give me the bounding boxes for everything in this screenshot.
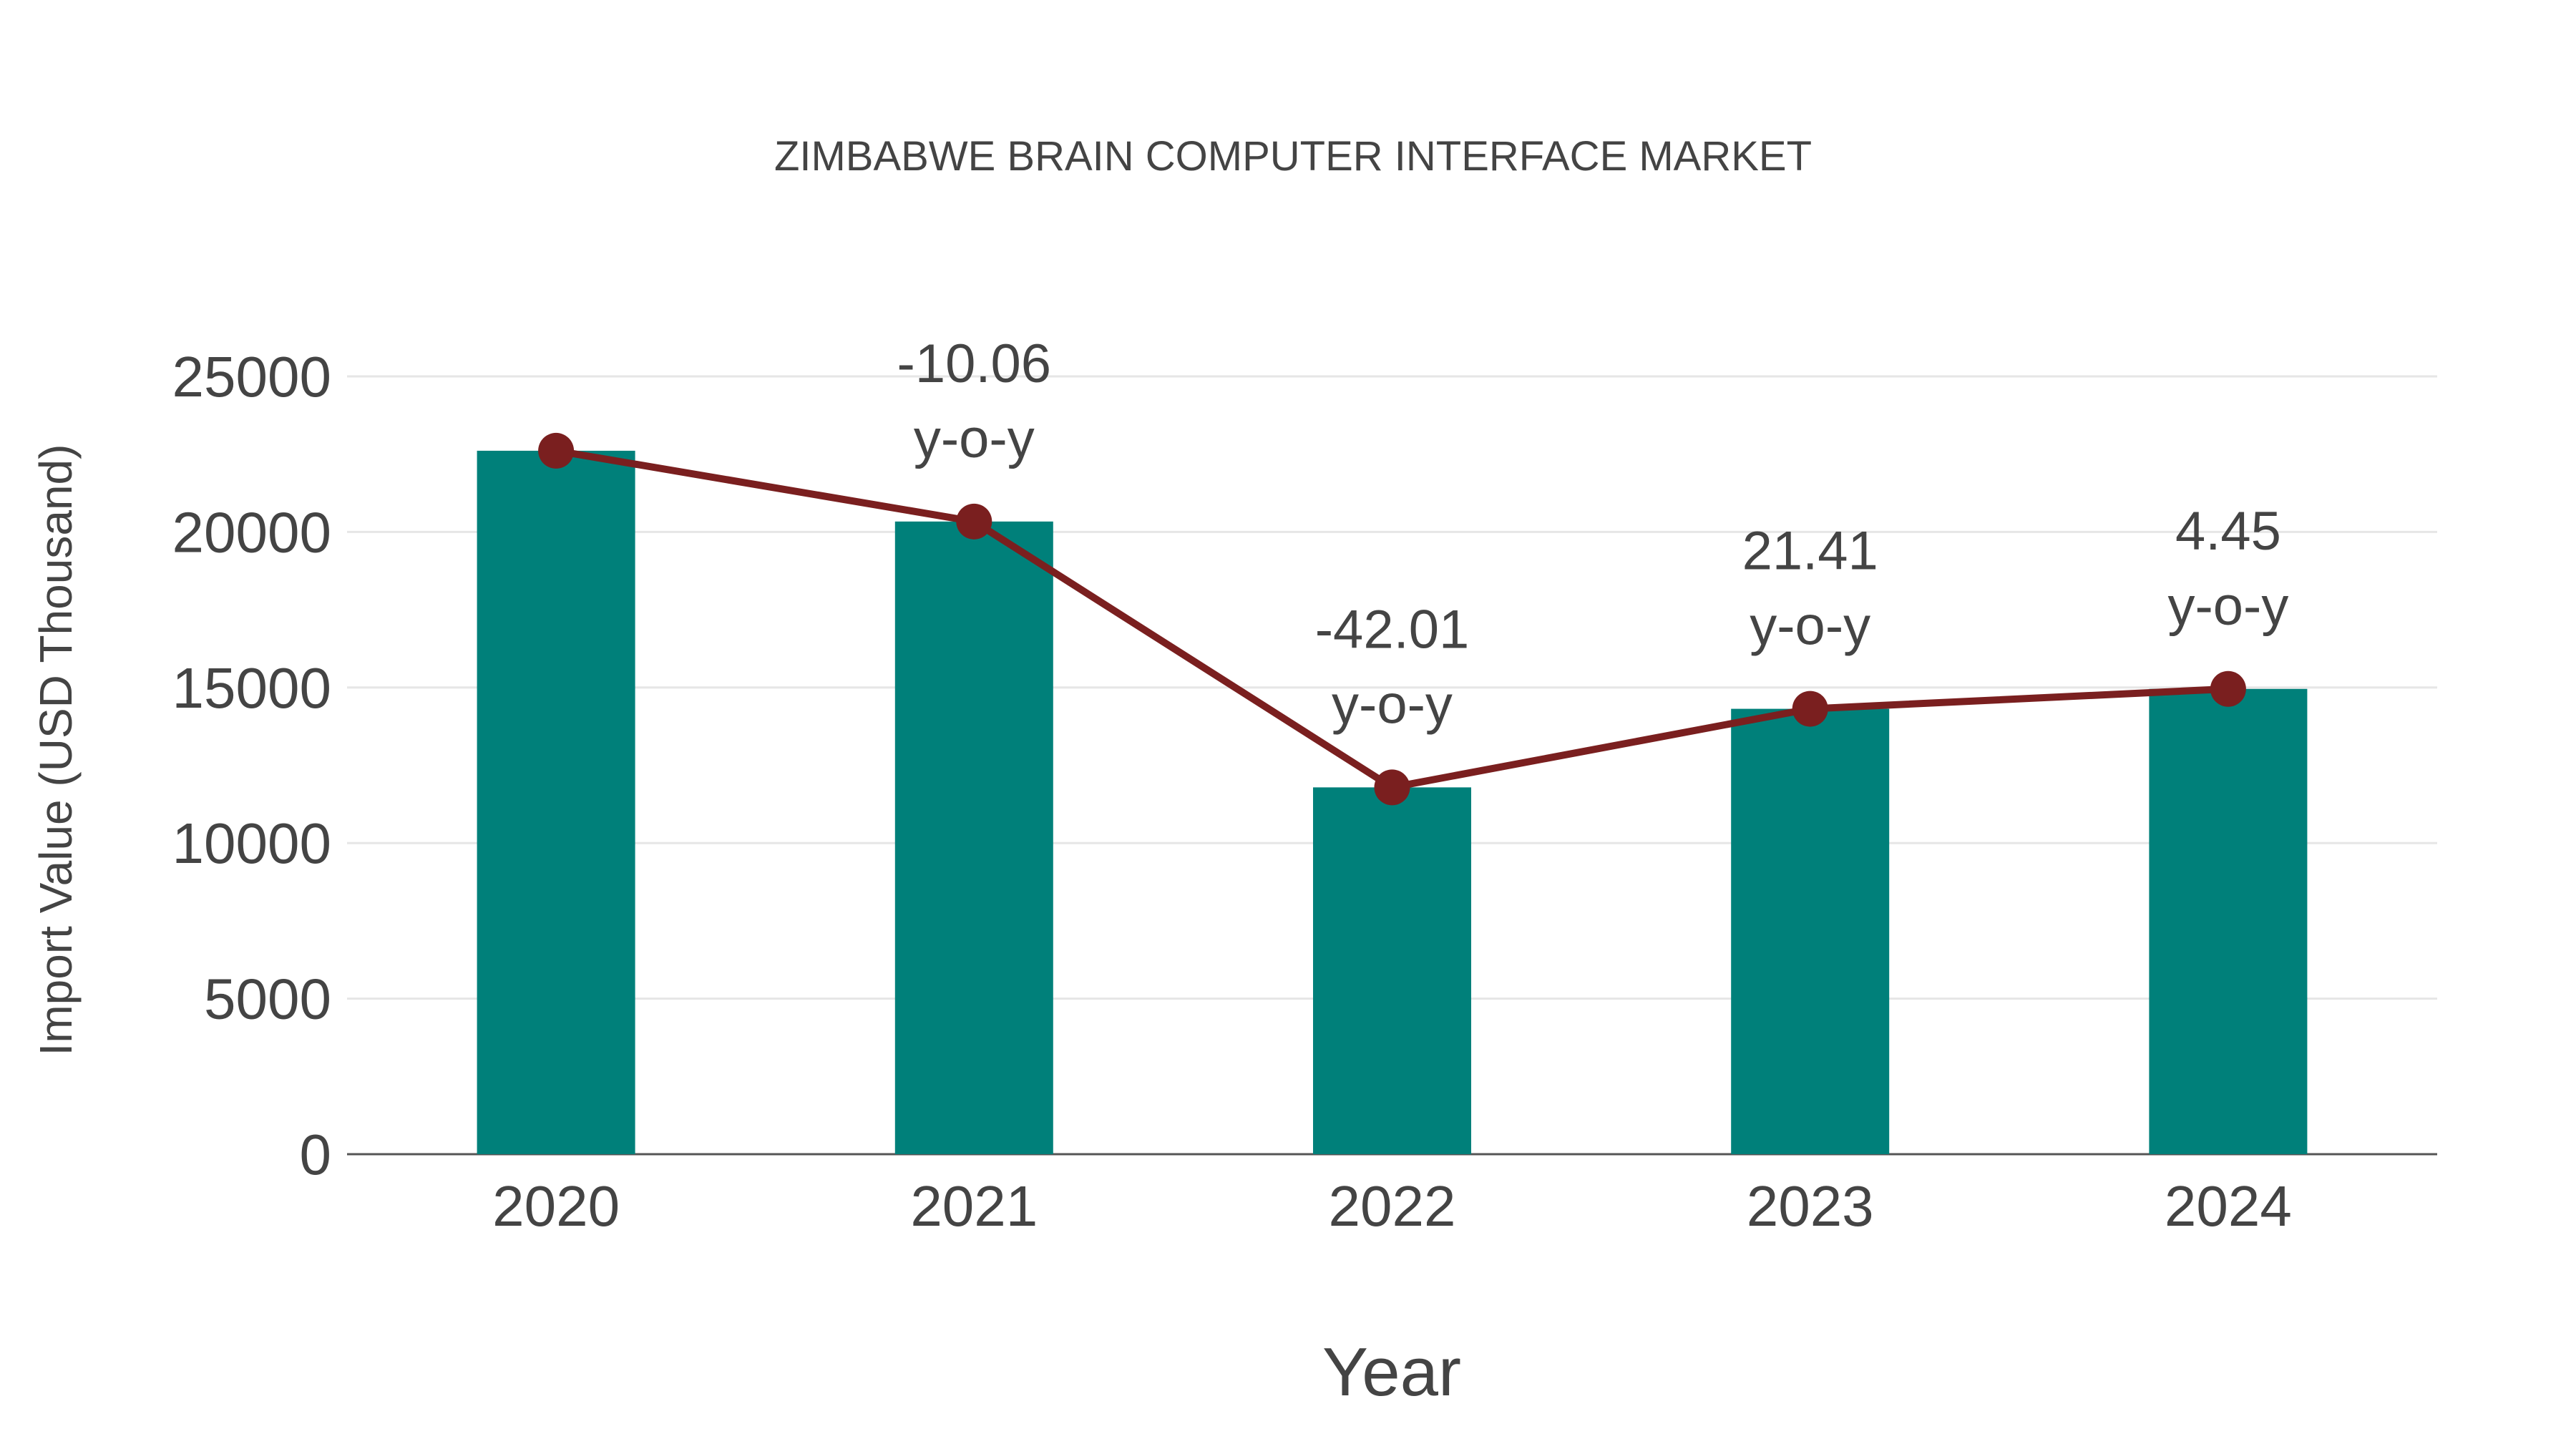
annotations: -10.06 y-o-y -42.01 y-o-y 21.41 y-o-y 4.45 y-o-… bbox=[897, 333, 2289, 736]
y-tick-label: 25000 bbox=[172, 345, 331, 409]
yoy-value: -10.06 bbox=[897, 333, 1052, 394]
y-tick-label: 20000 bbox=[172, 500, 331, 564]
y-tick-label: 0 bbox=[300, 1123, 332, 1186]
ticks: 0 5000 10000 15000 20000 25000 2020 2021 2022 202… bbox=[172, 345, 2292, 1238]
data-point-2024 bbox=[2210, 670, 2246, 707]
bar-2020 bbox=[477, 450, 635, 1154]
chart-title: ZIMBABWE BRAIN COMPUTER INTERFACE MARKET bbox=[774, 133, 1812, 180]
data-point-2022 bbox=[1374, 769, 1410, 806]
x-tick-label: 2020 bbox=[492, 1174, 620, 1238]
x-axis-title: Year bbox=[1322, 1334, 1461, 1410]
bar-2022 bbox=[1313, 787, 1471, 1154]
y-tick-label: 5000 bbox=[204, 967, 331, 1031]
bar-2023 bbox=[1731, 708, 1890, 1154]
data-point-2021 bbox=[956, 503, 992, 540]
y-tick-label: 15000 bbox=[172, 656, 331, 720]
bar-2024 bbox=[2149, 688, 2308, 1154]
yoy-value: 4.45 bbox=[2175, 501, 2281, 562]
y-axis-title: Import Value (USD Thousand) bbox=[30, 444, 82, 1056]
x-tick-label: 2024 bbox=[2165, 1174, 2292, 1238]
data-point-2023 bbox=[1792, 691, 1828, 727]
bar-2021 bbox=[894, 521, 1053, 1154]
yoy-suffix: y-o-y bbox=[914, 409, 1035, 469]
yoy-suffix: y-o-y bbox=[2167, 576, 2288, 637]
x-tick-label: 2023 bbox=[1747, 1174, 1874, 1238]
data-point-2020 bbox=[538, 432, 575, 469]
yoy-suffix: y-o-y bbox=[1332, 674, 1453, 735]
yoy-suffix: y-o-y bbox=[1750, 596, 1870, 657]
yoy-value: -42.01 bbox=[1315, 599, 1470, 660]
x-tick-label: 2021 bbox=[910, 1174, 1038, 1238]
x-tick-label: 2022 bbox=[1329, 1174, 1456, 1238]
line-series bbox=[538, 432, 2246, 806]
bars bbox=[477, 450, 2308, 1154]
y-tick-label: 10000 bbox=[172, 811, 331, 875]
yoy-value: 21.41 bbox=[1742, 521, 1878, 582]
